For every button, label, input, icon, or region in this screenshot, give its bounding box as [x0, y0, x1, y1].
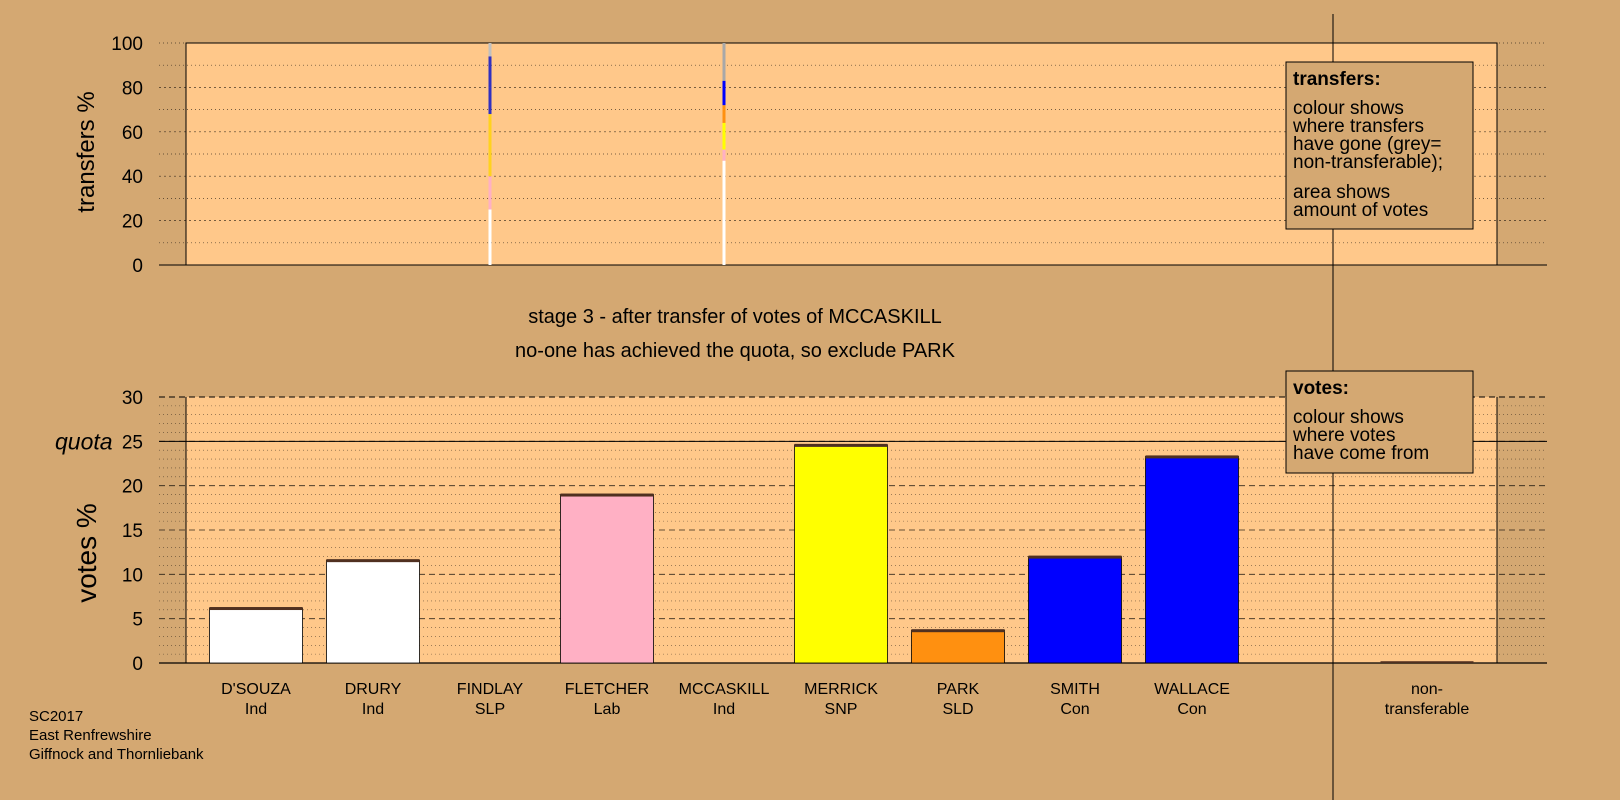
transfers-legend-title: transfers: — [1293, 69, 1381, 90]
candidate-name: MERRICK — [804, 681, 878, 698]
votes-legend: votes: colour shows where votes have com… — [1285, 370, 1474, 474]
nontransferable-label-line1: non- — [1411, 681, 1443, 698]
transfer-segment — [722, 43, 726, 81]
votes-y-ticks: 0 5 10 15 20 25 30 — [122, 388, 143, 675]
votes-y-tick-label: 25 — [122, 432, 143, 453]
candidate-name: PARK — [937, 681, 980, 698]
transfer-columns — [488, 43, 726, 265]
candidate-party: Con — [1177, 701, 1206, 718]
transfer-segment — [488, 43, 492, 57]
candidate-party: Con — [1060, 701, 1089, 718]
transfers-y-tick-label: 80 — [122, 78, 143, 99]
footer-line: SC2017 — [29, 708, 83, 725]
footer-line: Giffnock and Thornliebank — [29, 746, 204, 763]
candidate-party: Lab — [594, 701, 621, 718]
candidate-name: DRURY — [345, 681, 402, 698]
nontransferable-bar — [1380, 661, 1474, 663]
transfers-legend-line: where transfers — [1292, 116, 1424, 137]
candidate-party: SLP — [475, 701, 505, 718]
transfers-y-tick-label: 20 — [122, 212, 143, 233]
vote-bar — [1145, 456, 1239, 664]
vote-bar — [1028, 556, 1122, 664]
transfers-y-tick-label: 60 — [122, 123, 143, 144]
vote-bar — [209, 607, 303, 664]
transfer-segment — [722, 80, 726, 106]
vote-bar — [326, 559, 420, 664]
transfer-segment — [488, 176, 492, 210]
candidate-party: Ind — [245, 701, 267, 718]
vote-bars — [209, 443, 1474, 664]
transfers-y-axis-label: transfers % — [73, 91, 100, 212]
transfers-panel: 0 20 40 60 80 100 transfers % — [73, 34, 1547, 277]
vote-bar-transfer-cap — [794, 443, 888, 447]
quota-label: quota — [55, 428, 113, 454]
vote-bar-transfer-cap — [1028, 555, 1122, 559]
transfers-y-tick-label: 100 — [111, 34, 143, 55]
votes-y-tick-label: 30 — [122, 388, 143, 409]
transfer-segment — [488, 114, 492, 177]
votes-y-axis-label: votes % — [71, 503, 102, 603]
transfer-segment — [722, 122, 726, 150]
transfers-y-ticks: 0 20 40 60 80 100 — [111, 34, 143, 277]
votes-y-tick-label: 10 — [122, 565, 143, 586]
votes-y-tick-label: 15 — [122, 521, 143, 542]
vote-bar-transfer-cap — [209, 607, 303, 611]
vote-bar — [560, 494, 654, 664]
votes-y-tick-label: 5 — [132, 610, 143, 631]
transfers-legend-line: colour shows — [1293, 98, 1404, 119]
candidate-labels: D'SOUZA Ind DRURY Ind FINDLAY SLP FLETCHER Lab M… — [221, 681, 1230, 718]
votes-legend-box — [1285, 370, 1474, 474]
candidate-name: FINDLAY — [457, 681, 524, 698]
transfer-segment — [488, 56, 492, 115]
transfers-plot-area — [185, 42, 1498, 266]
transfers-legend-box — [1285, 61, 1474, 230]
nontransferable-label-line2: transferable — [1385, 701, 1470, 718]
vote-bar-transfer-cap — [560, 493, 654, 497]
transfer-segment — [722, 105, 726, 123]
candidate-party: Ind — [362, 701, 384, 718]
transfers-legend: transfers: colour shows where transfers … — [1285, 61, 1474, 230]
transfers-legend-line: amount of votes — [1293, 200, 1428, 221]
votes-y-tick-label: 20 — [122, 477, 143, 498]
transfers-legend-line: have gone (grey= — [1293, 134, 1441, 155]
candidate-party: SLD — [942, 701, 973, 718]
votes-panel: 0 5 10 15 20 25 30 quota votes % — [55, 388, 1547, 675]
transfer-segment — [488, 209, 492, 265]
votes-legend-line: where votes — [1292, 425, 1395, 446]
transfer-segment — [722, 160, 726, 265]
transfers-y-tick-label: 0 — [132, 256, 143, 277]
stage-title: stage 3 - after transfer of votes of MCC… — [528, 306, 942, 328]
candidate-name: MCCASKILL — [679, 681, 770, 698]
candidate-party: Ind — [713, 701, 735, 718]
candidate-party: SNP — [825, 701, 858, 718]
candidate-name: SMITH — [1050, 681, 1100, 698]
vote-bar-transfer-cap — [1145, 455, 1239, 459]
candidate-name: FLETCHER — [565, 681, 649, 698]
votes-y-tick-label: 0 — [132, 654, 143, 675]
vote-bar — [911, 629, 1005, 664]
vote-bar — [794, 444, 888, 664]
vote-bar-transfer-cap — [911, 629, 1005, 633]
transfers-legend-line: area shows — [1293, 182, 1390, 203]
footer-line: East Renfrewshire — [29, 727, 152, 744]
vote-bar-transfer-cap — [326, 559, 420, 563]
candidate-name: WALLACE — [1154, 681, 1230, 698]
transfers-y-tick-label: 40 — [122, 167, 143, 188]
transfers-legend-line: non-transferable); — [1293, 152, 1443, 173]
votes-legend-title: votes: — [1293, 378, 1349, 399]
votes-legend-line: colour shows — [1293, 407, 1404, 428]
transfer-segment — [722, 149, 726, 161]
votes-legend-line: have come from — [1293, 443, 1429, 464]
stage-subtitle: no-one has achieved the quota, so exclud… — [515, 340, 956, 362]
candidate-name: D'SOUZA — [221, 681, 291, 698]
